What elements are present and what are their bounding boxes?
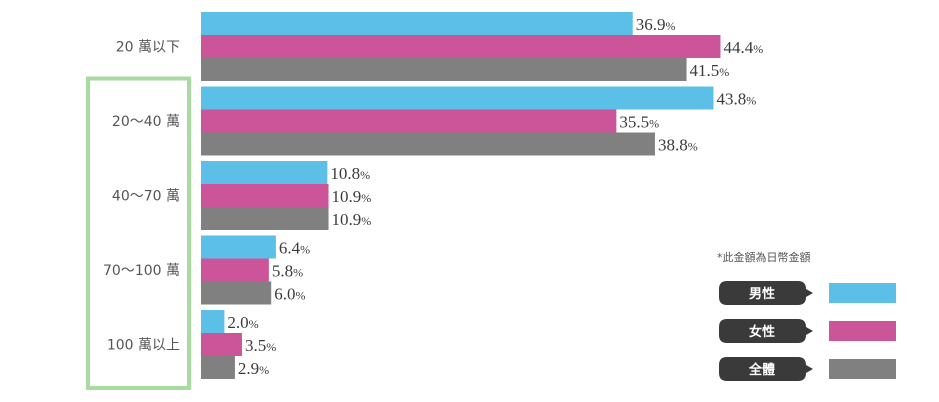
category-label-40～70萬: 40～70 萬 [112, 189, 180, 205]
category-label-20～40萬: 20～40 萬 [112, 114, 180, 130]
legend-item-男性: 男性 [719, 281, 896, 305]
bar-女性-100萬以上 [201, 333, 242, 356]
legend-label-全體: 全體 [748, 362, 775, 378]
category-label-20萬以下: 20 萬以下 [116, 40, 180, 56]
value-label-男性-70～100萬: 6.4% [279, 239, 310, 258]
value-label-全體-20～40萬: 38.8% [658, 136, 698, 155]
value-label-男性-20萬以下: 36.9% [636, 15, 676, 34]
bar-全體-70～100萬 [201, 281, 272, 305]
bar-男性-100萬以上 [201, 310, 225, 333]
bar-男性-40～70萬 [201, 161, 328, 184]
legend-tag [719, 319, 813, 343]
bar-全體-40～70萬 [201, 207, 329, 230]
bar-女性-20萬以下 [201, 35, 721, 58]
legend-swatch-女性 [829, 321, 896, 341]
value-label-女性-20～40萬: 35.5% [619, 113, 659, 132]
legend-label-男性: 男性 [749, 286, 775, 302]
value-label-女性-70～100萬: 5.8% [272, 262, 303, 281]
bar-全體-20～40萬 [201, 132, 655, 156]
legend-tag [719, 281, 813, 305]
legend-swatch-全體 [829, 359, 896, 379]
bar-女性-70～100萬 [201, 258, 269, 282]
legend-swatch-男性 [829, 283, 896, 303]
category-label-70～100萬: 70～100 萬 [103, 263, 180, 279]
bar-全體-20萬以下 [201, 58, 687, 81]
bar-全體-100萬以上 [201, 356, 235, 379]
legend-item-女性: 女性 [719, 319, 896, 343]
value-label-女性-100萬以上: 3.5% [245, 336, 276, 355]
bar-男性-20～40萬 [201, 86, 714, 110]
legend-tag [719, 357, 813, 381]
value-label-全體-100萬以上: 2.9% [238, 359, 269, 378]
value-label-男性-40～70萬: 10.8% [330, 164, 370, 183]
highlight-frame [86, 76, 191, 390]
bar-女性-40～70萬 [201, 184, 329, 207]
currency-note: *此金額為日幣金額 [717, 250, 811, 264]
bar-女性-20～40萬 [201, 109, 617, 133]
value-label-全體-40～70萬: 10.9% [332, 210, 372, 229]
value-label-女性-40～70萬: 10.9% [332, 187, 372, 206]
value-label-全體-20萬以下: 41.5% [690, 61, 730, 80]
value-label-女性-20萬以下: 44.4% [723, 38, 763, 57]
value-label-全體-70～100萬: 6.0% [274, 285, 305, 304]
bar-男性-70～100萬 [201, 235, 276, 259]
legend-item-全體: 全體 [719, 357, 896, 381]
category-label-100萬以上: 100 萬以上 [107, 338, 180, 354]
legend-label-女性: 女性 [749, 324, 775, 340]
value-label-男性-100萬以上: 2.0% [227, 313, 258, 332]
bar-男性-20萬以下 [201, 12, 633, 35]
value-label-男性-20～40萬: 43.8% [716, 90, 756, 109]
